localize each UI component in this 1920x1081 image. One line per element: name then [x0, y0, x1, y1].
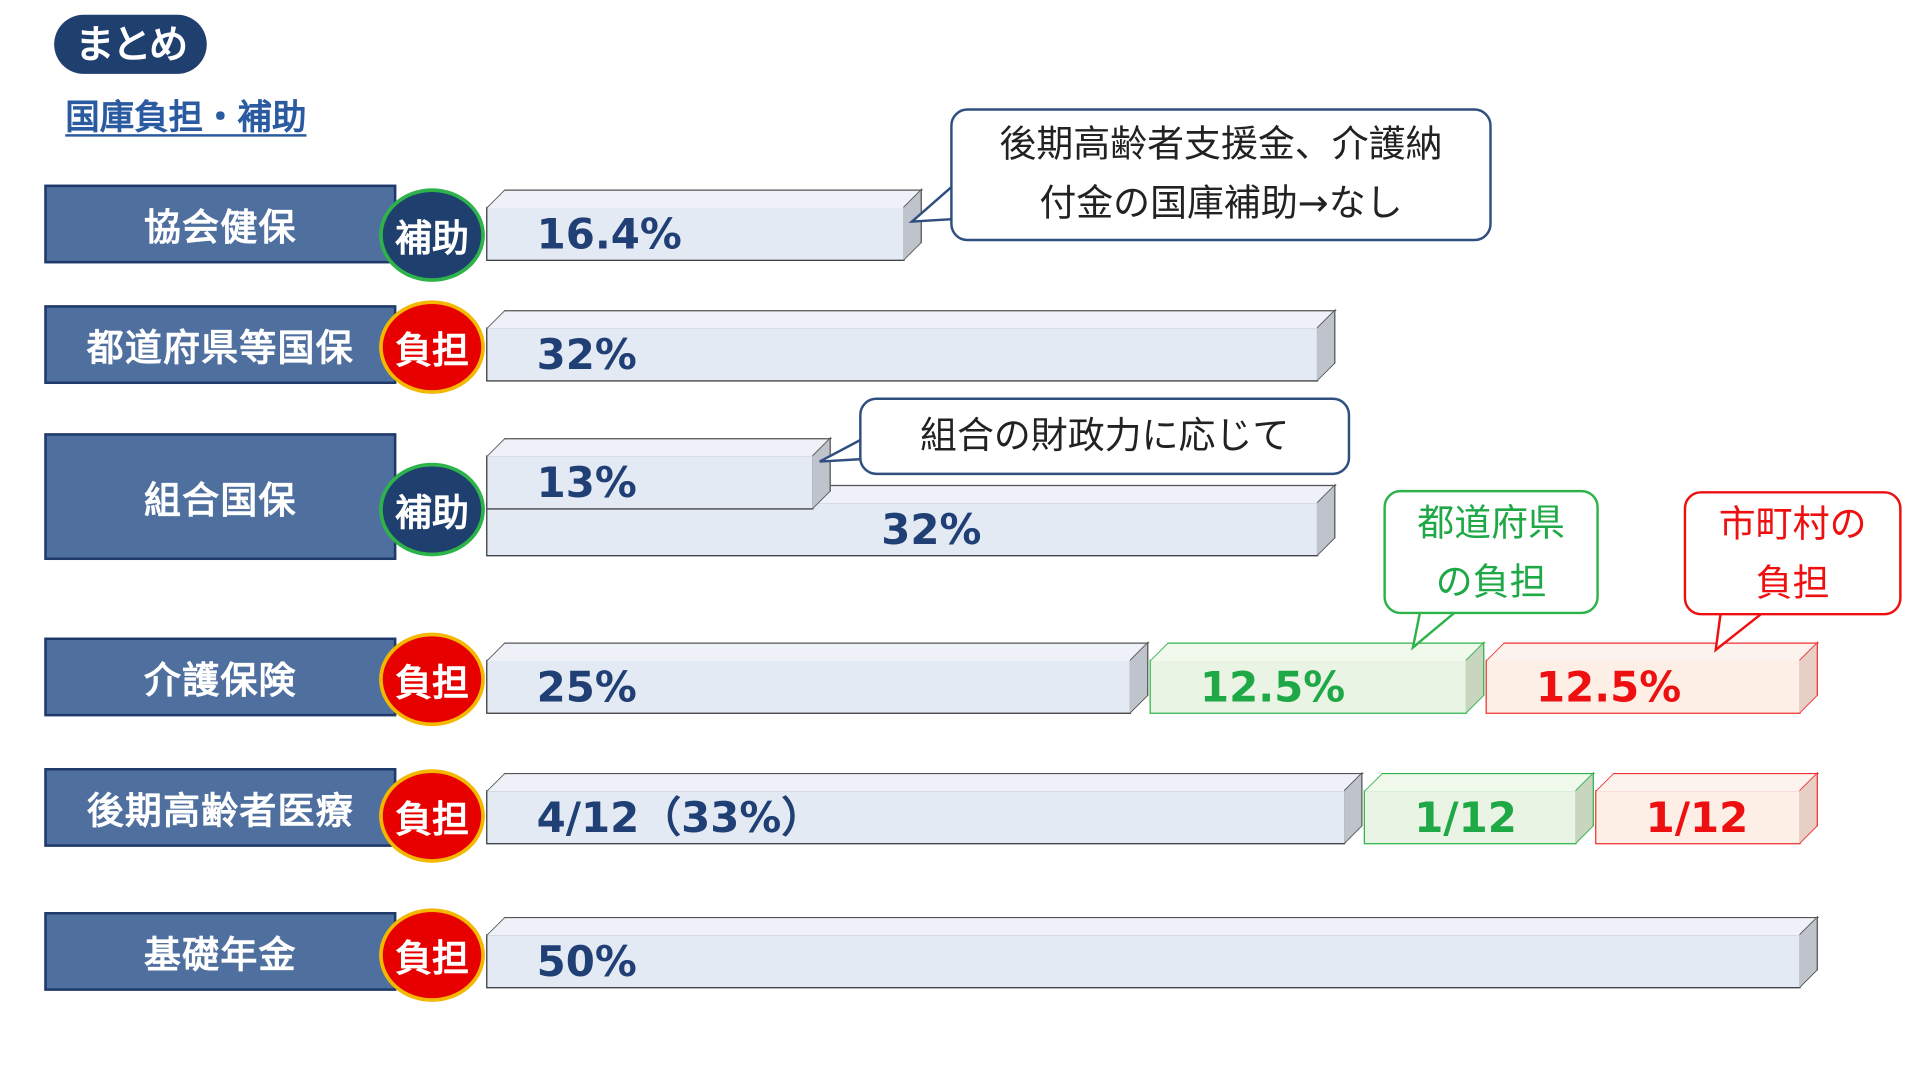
summary-badge: まとめ	[54, 14, 207, 74]
row-label-care-insurance: 介護保険	[44, 637, 397, 717]
callout-line: 市町村の	[1718, 503, 1867, 547]
burden-badge: 負担	[379, 769, 485, 863]
callout-line: 都道府県	[1417, 502, 1565, 546]
row-label-kumiai: 組合国保	[44, 433, 397, 561]
callout-tail	[908, 186, 954, 223]
callout-kumiai: 組合の財政力に応じて	[859, 397, 1351, 476]
bar-care-prefecture: 12.5%	[1149, 659, 1468, 714]
row-label-late-elderly: 後期高齢者医療	[44, 768, 397, 847]
row-label-prefecture-nhi: 都道府県等国保	[44, 305, 397, 385]
callout-tail	[819, 438, 863, 463]
bar-kyokai-national: 16.4%	[486, 206, 905, 261]
callout-tail	[1714, 611, 1764, 653]
burden-badge: 負担	[379, 908, 485, 1002]
bar-basic-pension-national: 50%	[486, 934, 1801, 989]
callout-municipal: 市町村の 負担	[1683, 491, 1902, 616]
row-label-kyokai: 協会健保	[44, 184, 397, 264]
callout-tail	[1411, 609, 1459, 651]
page-title: 国庫負担・補助	[65, 97, 307, 138]
callout-line: 負担	[1755, 562, 1830, 606]
callout-line: の負担	[1435, 561, 1547, 605]
bar-kumiai-base: 32%	[486, 502, 1319, 557]
callout-prefecture: 都道府県 の負担	[1383, 489, 1599, 615]
burden-badge: 負担	[379, 300, 485, 394]
bar-prefecture-nhi-national: 32%	[486, 327, 1319, 382]
callout-line: 付金の国庫補助→なし	[1039, 182, 1403, 226]
bar-late-elderly-municipal: 1/12	[1595, 790, 1801, 845]
bar-kumiai-subsidy: 13%	[486, 455, 814, 510]
row-label-basic-pension: 基礎年金	[44, 912, 397, 991]
bar-care-municipal: 12.5%	[1485, 659, 1801, 714]
callout-line: 後期高齢者支援金、介護納	[999, 123, 1443, 167]
bar-late-elderly-prefecture: 1/12	[1363, 790, 1577, 845]
burden-badge: 負担	[379, 632, 485, 727]
callout-kyokai: 後期高齢者支援金、介護納 付金の国庫補助→なし	[950, 108, 1492, 242]
bar-late-elderly-national: 4/12（33%）	[486, 790, 1346, 845]
subsidy-badge: 補助	[379, 462, 485, 557]
bar-care-national: 25%	[486, 659, 1132, 714]
subsidy-badge: 補助	[379, 188, 485, 282]
